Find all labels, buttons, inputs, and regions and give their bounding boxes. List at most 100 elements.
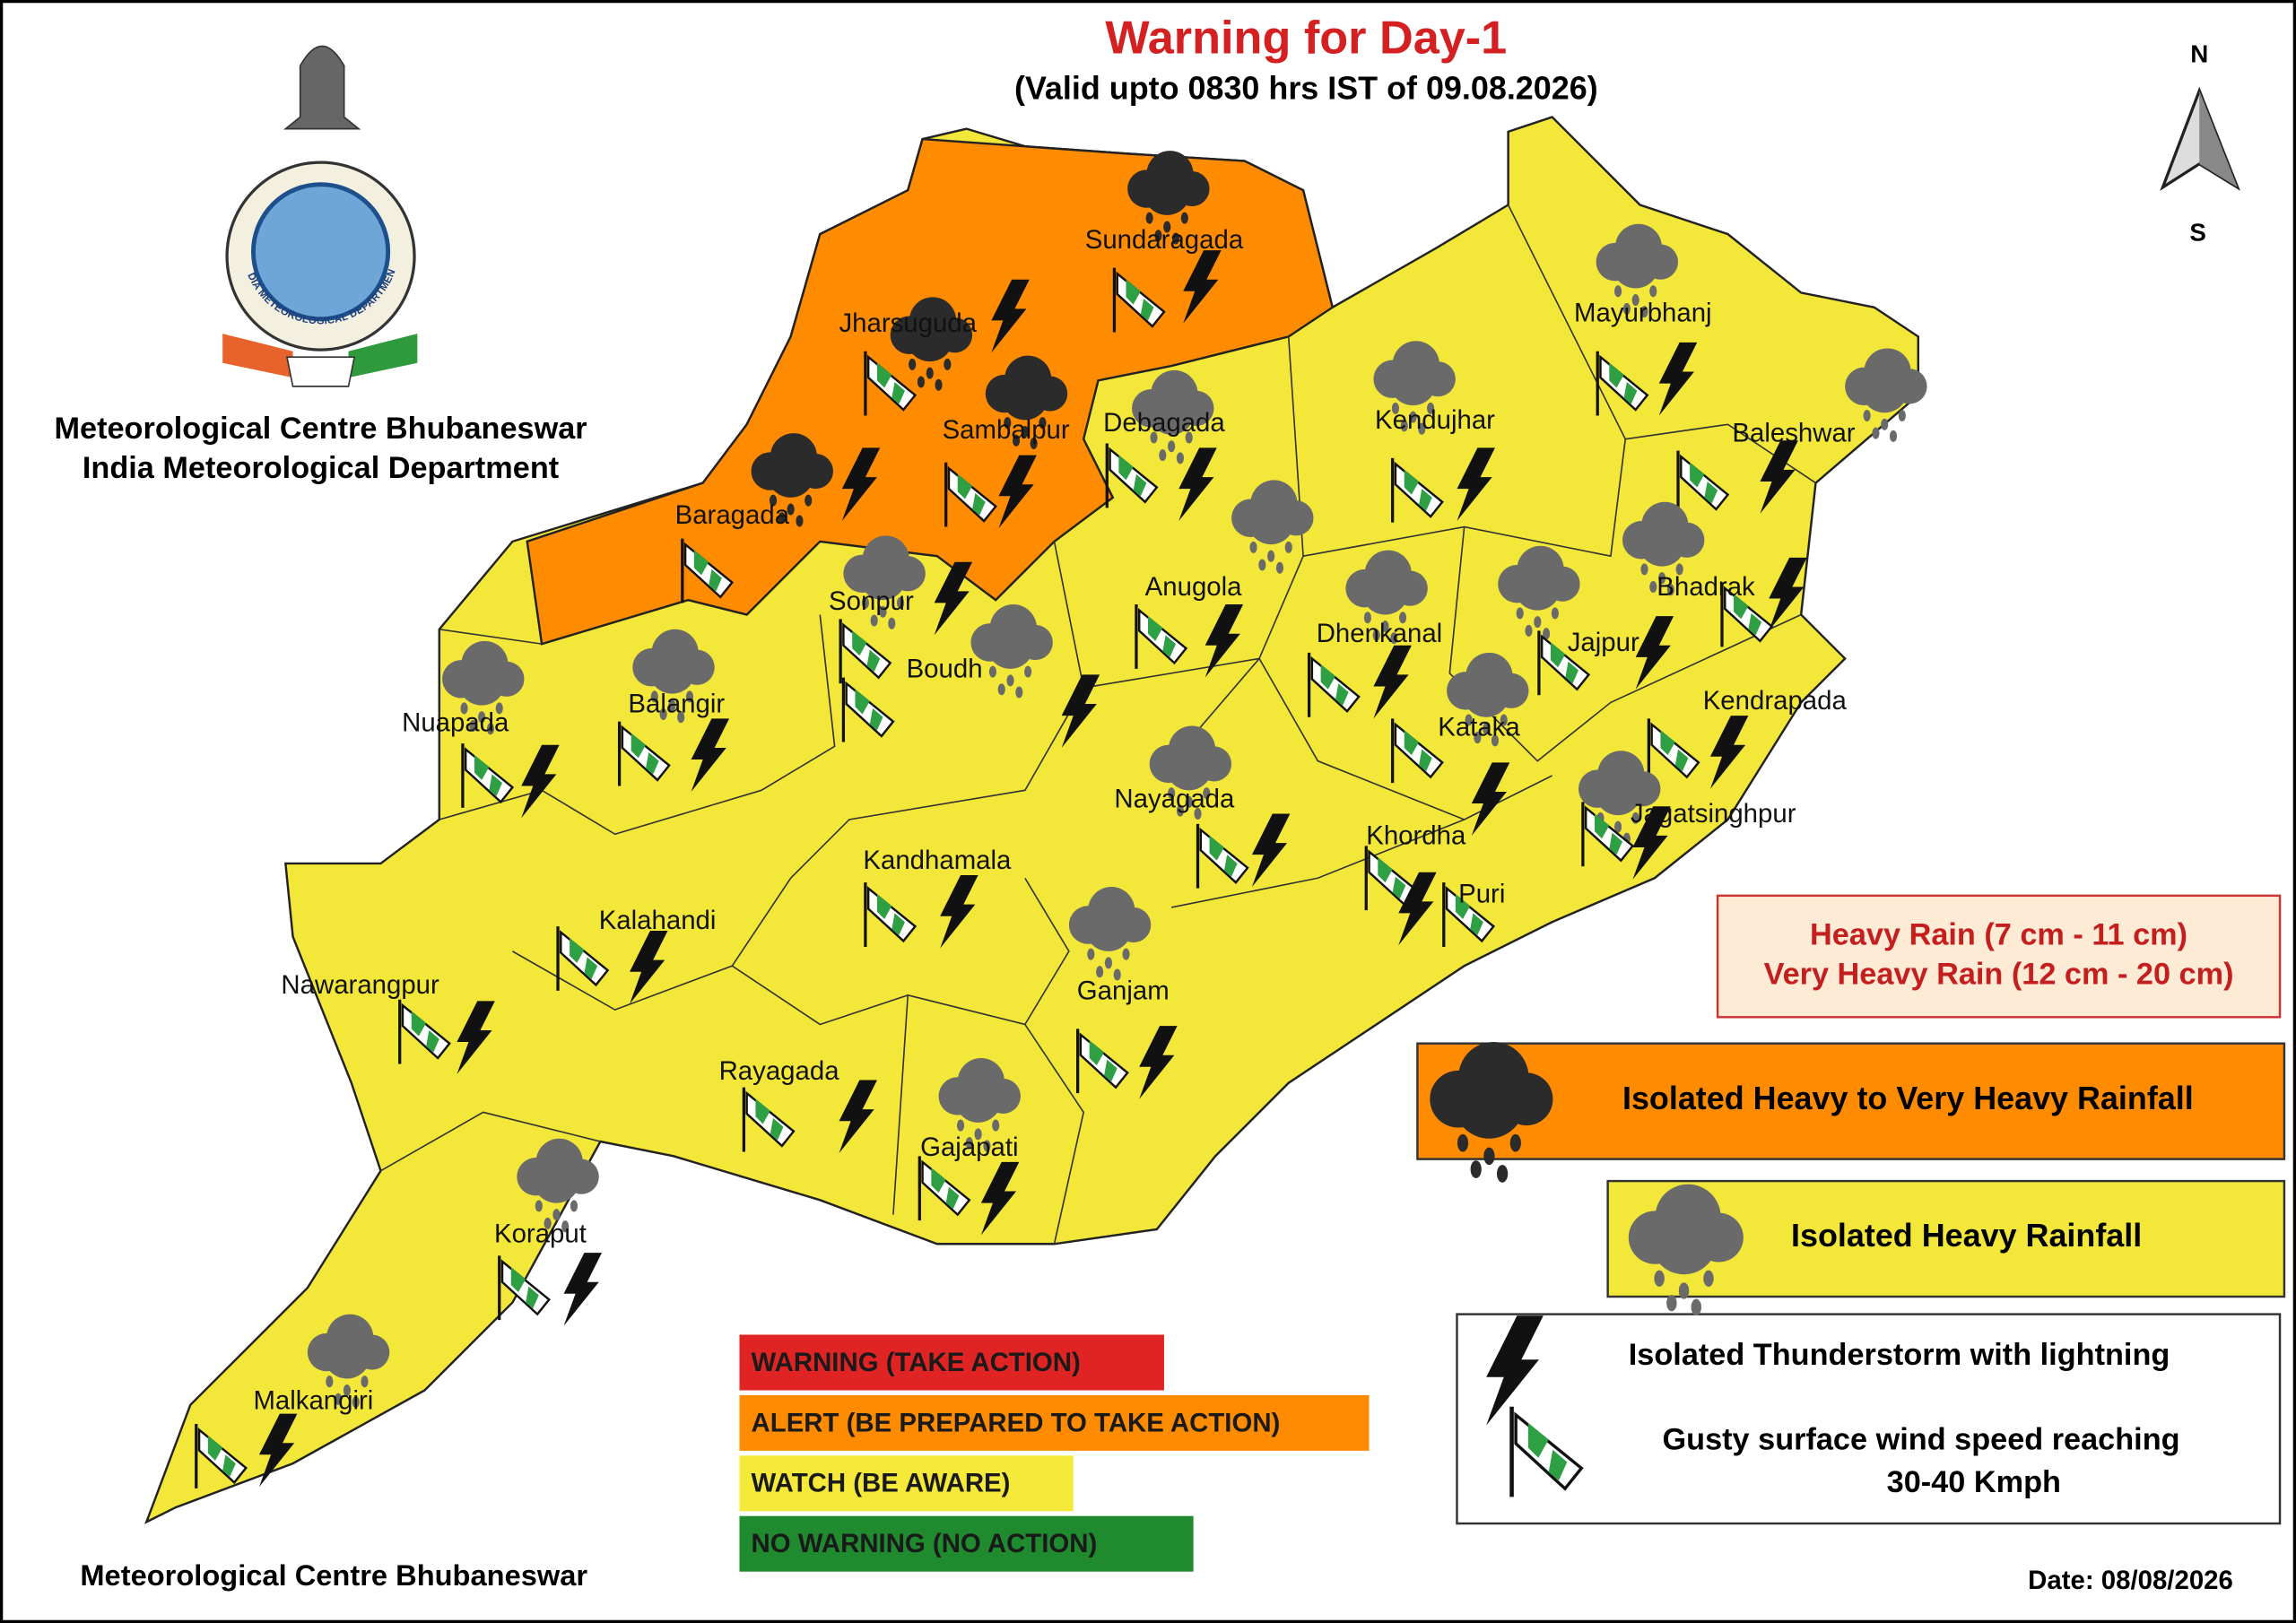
rain-drop: [956, 1119, 965, 1132]
rain-drop: [1496, 1165, 1509, 1183]
rain-drop: [1640, 563, 1648, 576]
rain-drop: [361, 1376, 369, 1388]
rain-drop: [570, 1200, 578, 1212]
rain-drop: [1113, 968, 1121, 981]
rain-drop: [677, 711, 685, 724]
wind-icon: [1509, 1406, 1584, 1497]
windsock-stripe: [1548, 1449, 1568, 1481]
windsock-stripe: [1527, 1423, 1549, 1458]
lightning-icon: [1398, 872, 1437, 946]
rain-drop: [1889, 430, 1898, 442]
windsock-stripe: [646, 751, 659, 775]
legend-label: Isolated Thunderstorm with lightning: [1629, 1338, 2170, 1372]
color-code-swatch: [739, 1334, 1164, 1391]
windsock-stripe: [1104, 1059, 1118, 1082]
wind-icon: [1364, 846, 1418, 911]
rain-drop: [1631, 294, 1639, 307]
rain-drop: [1525, 624, 1533, 637]
rain-drop: [1474, 732, 1482, 744]
rain-drop: [1898, 409, 1906, 422]
windsock-stripe: [1609, 832, 1622, 855]
rain-cloud-icon: [1628, 1184, 1744, 1315]
wind-icon: [1105, 443, 1159, 508]
rain-drop: [1622, 302, 1631, 315]
rain-cloud-icon: [442, 640, 525, 735]
rain-drop: [1614, 285, 1622, 298]
windsock-stripe: [1089, 1040, 1105, 1066]
lightning-icon: [521, 744, 560, 819]
wind-icon: [1647, 718, 1700, 784]
lightning-icon: [934, 561, 973, 636]
rain-drop: [1881, 418, 1889, 430]
district-label: Khordha: [1366, 820, 1466, 850]
rain-drop: [804, 494, 813, 507]
rain-drop: [1168, 787, 1176, 800]
rain-drop: [1516, 607, 1524, 620]
windsock-stripe: [1320, 664, 1335, 690]
rain-drop: [335, 1393, 343, 1405]
rain-drop: [870, 614, 878, 627]
rain-drop: [668, 699, 676, 712]
footer-left: Meteorological Centre Bhubaneswar: [80, 1558, 587, 1592]
windsock-stripe: [584, 957, 598, 979]
windsock-stripe: [1734, 594, 1749, 620]
cloud-part: [954, 1075, 1002, 1123]
district-label: Sonpur: [829, 586, 914, 616]
rain-drop: [974, 1128, 982, 1141]
windsock-stripe: [1674, 749, 1689, 772]
wind-icon: [1391, 457, 1444, 523]
rain-drop: [535, 1200, 543, 1212]
rain-drop: [1171, 232, 1180, 245]
rain-drop: [944, 358, 952, 370]
windsock-stripe: [570, 938, 585, 963]
rain-drop: [1096, 966, 1104, 978]
rain-amount: Heavy Rain (7 cm - 11 cm): [1810, 918, 2187, 952]
rain-drop: [861, 596, 869, 609]
rain-drop: [1399, 612, 1407, 624]
windsock-stripe: [876, 362, 892, 388]
rain-drop: [992, 1119, 1000, 1132]
rain-cloud-icon: [1127, 151, 1210, 245]
cloud-part: [1084, 904, 1133, 951]
rain-drop: [1666, 1295, 1677, 1312]
rain-drop: [1863, 409, 1871, 422]
cloud-part: [1148, 387, 1196, 435]
rain-drop: [1006, 674, 1014, 687]
rain-amount-box: [1716, 894, 2282, 1019]
cloud-part: [906, 314, 953, 362]
lightning-icon: [1632, 806, 1671, 880]
rain-cloud-icon: [1622, 501, 1705, 596]
rain-cloud-icon: [751, 433, 833, 527]
district-label: Nuapada: [402, 708, 509, 738]
rain-drop: [1150, 431, 1158, 444]
windsock-stripe: [891, 913, 905, 935]
windsock-stripe: [1404, 469, 1420, 495]
district-label: Balangir: [628, 689, 725, 718]
rain-drop: [1363, 612, 1371, 624]
lightning-icon: [1486, 1315, 1544, 1426]
color-code-label: WARNING (TAKE ACTION): [752, 1348, 1081, 1377]
rain-drop: [1163, 221, 1171, 233]
wind-icon: [1135, 604, 1188, 669]
district-label: Nawarangpur: [281, 970, 439, 1000]
wind-icon: [1676, 450, 1730, 516]
windsock-stripe: [510, 1267, 526, 1293]
lightning-icon: [1178, 447, 1217, 522]
windsock-stripe: [931, 1167, 946, 1193]
rain-drop: [897, 596, 905, 609]
rain-drop: [1267, 550, 1275, 562]
lightning-icon: [998, 455, 1037, 529]
lightning-icon: [1205, 604, 1244, 678]
windsock-stripe: [852, 630, 867, 656]
lightning-icon: [991, 279, 1030, 353]
district-label: Kendrapada: [1703, 686, 1848, 716]
windsock-stripe: [1565, 661, 1578, 684]
district-label: Boudh: [907, 654, 983, 683]
rain-amount: Very Heavy Rain (12 cm - 20 cm): [1764, 958, 2234, 992]
wind-icon: [1581, 802, 1635, 867]
cloud-part: [1454, 1068, 1525, 1139]
rain-drop: [1551, 607, 1559, 620]
lightning-icon: [258, 1413, 298, 1488]
